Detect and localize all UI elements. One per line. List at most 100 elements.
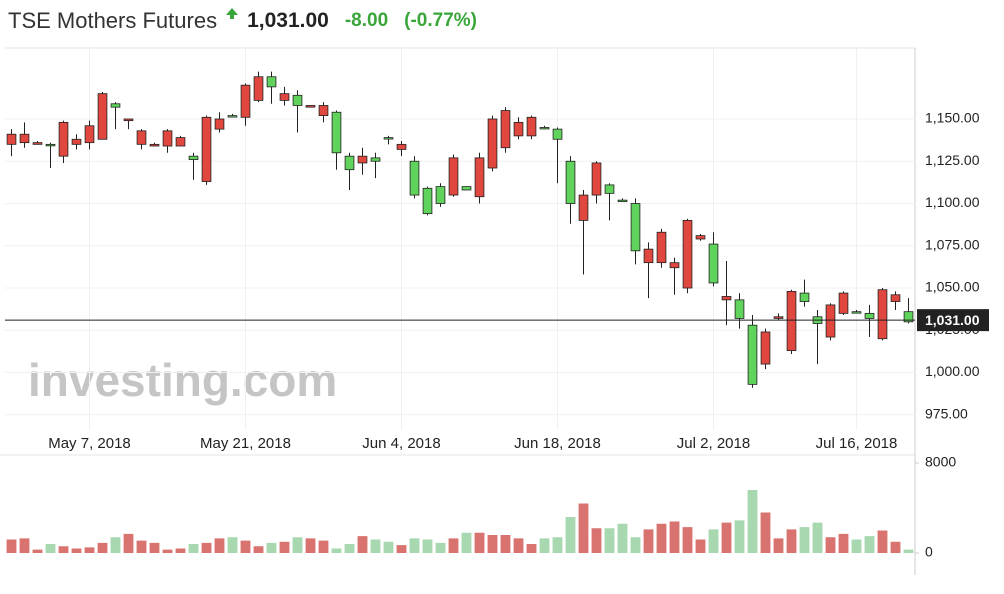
volume-bar — [656, 523, 667, 553]
volume-bar — [175, 548, 186, 553]
x-tick-label: Jun 4, 2018 — [362, 435, 440, 452]
last-price: 1,031.00 — [247, 9, 329, 32]
volume-bar — [136, 540, 147, 553]
volume-bar — [227, 537, 238, 553]
candle-body — [773, 316, 784, 319]
volume-bar — [240, 540, 251, 553]
volume-bar — [110, 537, 121, 553]
volume-bar — [123, 533, 134, 553]
y-tick-label: 1,050.00 — [925, 279, 980, 295]
candle-body — [162, 130, 173, 147]
candle-body — [318, 105, 329, 117]
candle-body — [799, 292, 810, 302]
candle-body — [552, 128, 563, 140]
candle-body — [422, 187, 433, 215]
candle-body — [58, 121, 69, 157]
volume-bar — [331, 548, 342, 553]
candle-body — [201, 116, 212, 182]
volume-bar — [435, 542, 446, 553]
last-price-box — [917, 309, 989, 332]
candle-body — [253, 76, 264, 101]
candle-body — [6, 133, 17, 145]
y-tick-label: 1,125.00 — [925, 152, 980, 168]
candle-body — [45, 143, 56, 147]
volume-bar — [617, 523, 628, 553]
candle-body — [188, 155, 199, 160]
candle-body — [175, 137, 186, 147]
candle-body — [344, 155, 355, 171]
candle-body — [604, 184, 615, 194]
candle-body — [825, 304, 836, 338]
volume-bar — [162, 549, 173, 553]
volume-bar — [838, 533, 849, 553]
candle-body — [682, 220, 693, 289]
volume-bar — [500, 535, 511, 553]
candle-body — [19, 133, 30, 144]
volume-bar — [45, 544, 56, 553]
candle-body — [32, 142, 43, 145]
change-percent: (-0.77%) — [404, 10, 477, 31]
candle-body — [214, 118, 225, 130]
x-tick-label: Jul 2, 2018 — [677, 435, 750, 452]
volume-bar — [71, 548, 82, 553]
volume-bar — [305, 538, 316, 553]
volume-bar — [292, 537, 303, 553]
chart-title: TSE Mothers Futures — [8, 8, 218, 33]
candle-body — [487, 118, 498, 169]
change: -8.00 — [344, 10, 389, 31]
candle-body — [305, 105, 316, 108]
candle-body — [370, 157, 381, 162]
x-tick-label: Jul 16, 2018 — [816, 435, 898, 452]
candle-body — [669, 262, 680, 269]
candle-body — [721, 296, 732, 301]
candle-body — [448, 157, 459, 196]
volume-bar — [890, 541, 901, 553]
volume-bar — [58, 546, 69, 553]
volume-bar — [578, 503, 589, 553]
volume-bar — [97, 542, 108, 553]
x-tick-label: May 7, 2018 — [48, 435, 131, 452]
candle-body — [84, 125, 95, 144]
volume-bar — [643, 529, 654, 553]
candle-body — [266, 76, 277, 88]
volume-bar — [396, 545, 407, 553]
volume-bar — [357, 536, 368, 553]
candle-body — [383, 137, 394, 140]
candle-body — [71, 138, 82, 145]
volume-bar — [604, 528, 615, 553]
candle-body — [734, 299, 745, 319]
header: TSE Mothers Futures 1,031.00 -8.00 (-0.7… — [8, 6, 477, 36]
candle-body — [565, 160, 576, 204]
volume-bar — [344, 544, 355, 553]
volume-bar — [682, 527, 693, 553]
candle-body — [435, 186, 446, 204]
volume-bar — [864, 536, 875, 553]
candle-body — [526, 116, 537, 137]
candle-body — [149, 143, 160, 147]
candle-body — [630, 203, 641, 252]
volume-bar — [851, 539, 862, 553]
volume-bar — [266, 542, 277, 553]
volume-bar — [422, 539, 433, 553]
candle-body — [97, 93, 108, 140]
candle-body — [500, 110, 511, 149]
volume-bar — [669, 521, 680, 553]
volume-bar — [734, 520, 745, 553]
candle-body — [617, 199, 628, 203]
volume-bar — [461, 532, 472, 553]
candle-body — [474, 157, 485, 198]
candle-body — [760, 331, 771, 365]
volume-bar — [773, 538, 784, 553]
volume-bar — [149, 542, 160, 553]
candle-body — [110, 103, 121, 108]
volume-bar — [6, 539, 17, 553]
y-tick-label: 975.00 — [925, 405, 968, 421]
volume-bar — [448, 538, 459, 553]
y-tick-label: 1,150.00 — [925, 110, 980, 126]
volume-bar — [32, 549, 43, 553]
candle-body — [864, 312, 875, 319]
candle-body — [513, 121, 524, 137]
volume-bar — [799, 527, 810, 553]
candle-body — [643, 248, 654, 264]
